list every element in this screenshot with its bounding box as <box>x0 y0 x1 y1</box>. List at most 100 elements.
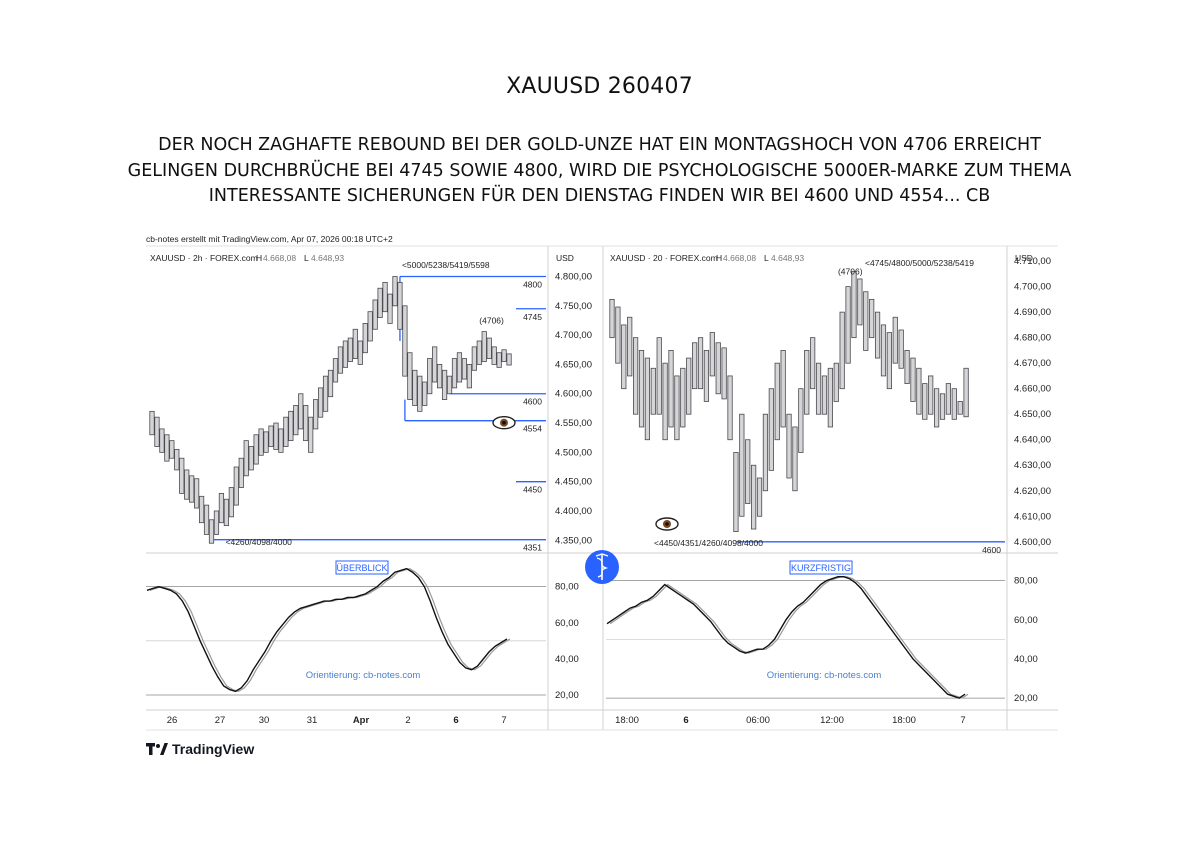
price-bar <box>238 457 244 488</box>
eye-pupil <box>665 522 669 526</box>
currency-label: USD <box>556 253 574 263</box>
price-bar <box>362 323 368 354</box>
price-bar <box>288 410 294 442</box>
price-tick-label: 4.690,00 <box>1014 307 1051 318</box>
price-bar <box>739 413 745 517</box>
headline-line-1: DER NOCH ZAGHAFTE REBOUND BEI DER GOLD-U… <box>158 135 1041 155</box>
price-bar <box>928 375 934 415</box>
price-tick-label: 4.450,00 <box>555 477 592 488</box>
page-title: XAUUSD 260407 <box>506 74 693 99</box>
price-bar <box>283 416 289 447</box>
price-bar <box>268 425 274 447</box>
orientation-watermark: Orientierung: cb-notes.com <box>306 670 421 681</box>
time-tick-label: 30 <box>259 715 270 726</box>
low-value: 4.648,93 <box>311 253 344 263</box>
level-label-4600: 4600 <box>523 397 542 407</box>
price-bar <box>951 388 957 420</box>
price-tick-label: 4.500,00 <box>555 447 592 458</box>
high-annotation: (4706) <box>838 266 863 276</box>
price-bar <box>169 440 175 459</box>
symbol-name: XAUUSD · 20 · FOREX.com <box>610 253 718 263</box>
oscillator-label: ÜBERBLICK <box>336 563 387 573</box>
eye-icon <box>492 416 516 430</box>
oscillator-label-box <box>789 560 853 575</box>
support-targets: <4450/4351/4260/4098/4000 <box>654 538 763 548</box>
price-bar <box>768 388 774 471</box>
price-bar <box>792 426 798 492</box>
tradingview-logo: TradingView <box>146 741 254 757</box>
price-bar <box>756 477 763 517</box>
price-bar <box>223 498 229 527</box>
price-bar <box>198 495 205 524</box>
price-bar <box>810 337 816 390</box>
price-tick-label: 4.400,00 <box>555 506 592 517</box>
price-bar <box>501 349 507 362</box>
price-bar <box>476 340 482 365</box>
price-bar <box>154 416 160 447</box>
price-bar <box>392 276 398 307</box>
oscillator-label-box <box>335 560 389 575</box>
time-tick-label: 26 <box>167 715 178 726</box>
price-bar <box>815 362 822 415</box>
price-bar <box>164 434 170 462</box>
price-bar <box>922 383 928 420</box>
price-bar <box>933 388 940 428</box>
price-bar <box>293 405 299 436</box>
price-bar <box>432 346 438 383</box>
price-bar <box>633 337 639 415</box>
time-tick-label: 7 <box>960 715 965 726</box>
price-bar <box>422 381 428 406</box>
price-bar <box>303 405 309 442</box>
price-tick-label: 4.600,00 <box>1014 537 1051 548</box>
price-bar <box>821 375 828 415</box>
time-tick-label: 18:00 <box>892 715 916 726</box>
price-tick-label: 4.650,00 <box>1014 409 1051 420</box>
support-targets: <4260/4098/4000 <box>226 537 293 547</box>
price-bar <box>203 504 210 535</box>
price-bar <box>367 311 373 342</box>
price-bar <box>243 440 249 477</box>
price-bar <box>863 291 869 351</box>
price-bar <box>892 316 898 364</box>
level-label-4745: 4745 <box>523 312 542 322</box>
price-bar <box>916 367 922 415</box>
price-bar <box>189 475 195 503</box>
price-bar <box>451 358 458 389</box>
price-bar <box>615 306 621 364</box>
price-bar <box>159 428 165 453</box>
price-bar <box>149 410 155 436</box>
price-bar <box>845 286 851 364</box>
price-bar <box>437 364 443 389</box>
price-bar <box>910 357 916 402</box>
price-bar <box>491 346 497 365</box>
price-bar <box>745 439 751 504</box>
chart-credit: cb-notes erstellt mit TradingView.com, A… <box>146 234 393 244</box>
price-bar <box>352 328 358 359</box>
eye-icon <box>655 517 679 531</box>
level-label-4351: 4351 <box>523 543 542 553</box>
price-bar <box>886 332 892 390</box>
price-bar <box>174 449 180 471</box>
time-tick-label: 6 <box>683 715 688 726</box>
price-bar <box>471 346 477 371</box>
orientation-watermark: Orientierung: cb-notes.com <box>767 670 882 681</box>
price-bar <box>278 428 284 453</box>
oscillator-tick-label: 20,00 <box>555 690 579 701</box>
price-bar <box>898 329 904 369</box>
price-tick-label: 4.350,00 <box>555 535 592 546</box>
price-bar <box>263 431 269 453</box>
price-bar <box>638 350 645 428</box>
price-bar <box>456 352 463 383</box>
price-tick-label: 4.660,00 <box>1014 384 1051 395</box>
price-bar <box>880 324 887 377</box>
price-bar <box>298 393 304 430</box>
price-bar <box>904 350 910 384</box>
price-bar <box>662 362 668 441</box>
tradingview-logo-icon <box>146 743 168 755</box>
price-bar <box>342 340 348 368</box>
price-bar <box>621 324 627 390</box>
currency-label: USD <box>1015 253 1033 263</box>
level-label-4800: 4800 <box>523 280 542 290</box>
price-bar <box>441 369 448 401</box>
